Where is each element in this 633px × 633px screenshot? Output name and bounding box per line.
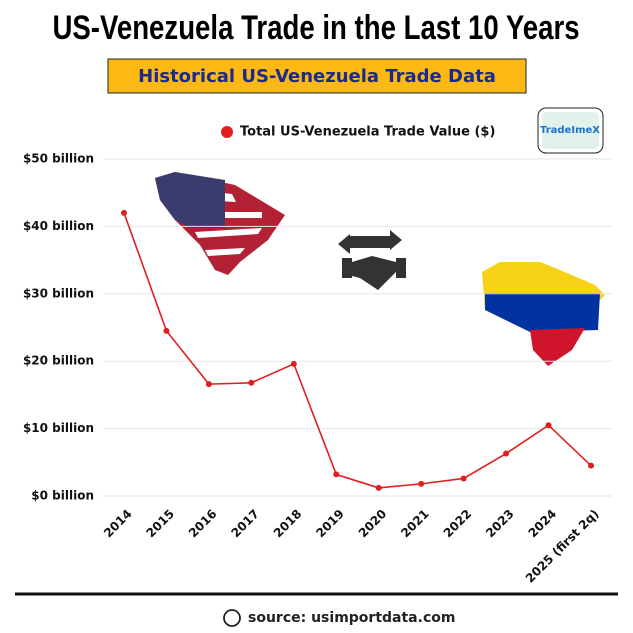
x-tick-label: 2018 (271, 507, 305, 541)
x-tick-label: 2023 (483, 507, 517, 541)
point (333, 471, 340, 478)
x-tick-label: 2020 (356, 507, 390, 541)
point (418, 480, 425, 487)
chart-title: US-Venezuela Trade in the Last 10 Years (52, 8, 579, 47)
legend-label: Total US-Venezuela Trade Value ($) (240, 125, 495, 140)
y-tick-label: $30 billion (23, 286, 94, 300)
point (545, 422, 552, 429)
point (163, 327, 170, 334)
point (588, 462, 594, 469)
x-tick-label: 2021 (398, 507, 432, 541)
subtitle: Historical US-Venezuela Trade Data (138, 66, 496, 87)
y-tick-label: $0 billion (31, 489, 94, 503)
globe-icon (223, 609, 241, 627)
x-tick-label: 2024 (526, 507, 560, 541)
x-tick-label: 2022 (441, 507, 475, 541)
x-tick-label: 2016 (186, 507, 220, 541)
point (503, 450, 510, 457)
x-tick-label: 2025 (first 2q) (523, 507, 602, 586)
point (460, 475, 467, 482)
point (375, 484, 382, 491)
logo-text: TradeImeX (540, 125, 600, 136)
us-flag (155, 172, 285, 275)
venezuela-flag (482, 262, 605, 366)
point (121, 209, 127, 216)
y-tick-label: $40 billion (23, 219, 94, 233)
legend-marker (221, 126, 233, 138)
subtitle-box (107, 58, 527, 94)
x-tick-label: 2019 (313, 507, 347, 541)
source: source: usimportdata.com (248, 610, 455, 626)
trade-icon (338, 230, 406, 290)
point (248, 379, 255, 386)
x-tick-label: 2015 (144, 507, 178, 541)
x-tick-label: 2014 (101, 507, 135, 541)
line (123, 212, 592, 489)
point (205, 381, 212, 388)
y-tick-label: $10 billion (23, 421, 94, 435)
y-tick-label: $20 billion (23, 354, 94, 368)
point (290, 360, 297, 367)
logo-map (542, 112, 599, 149)
y-tick-label: $50 billion (23, 152, 94, 166)
x-tick-label: 2017 (228, 507, 262, 541)
